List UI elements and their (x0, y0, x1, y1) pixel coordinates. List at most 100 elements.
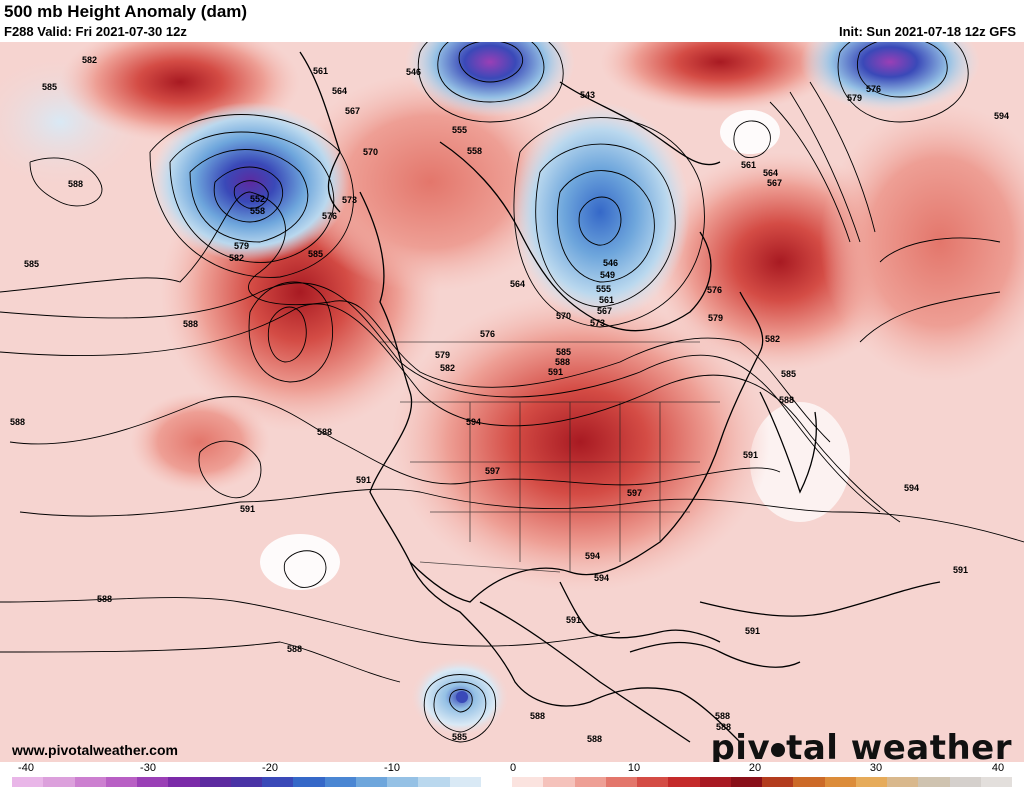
map-svg: 582 585 588 585 588 552 558 579 582 561 … (0, 42, 1024, 762)
colorbar-labels: -40 -30 -20 -10 0 10 20 30 40 (0, 762, 1024, 776)
colorbar-cell (137, 777, 169, 787)
contour-label: 597 (627, 488, 642, 498)
contour-label: 570 (363, 147, 378, 157)
colorbar-cell (699, 777, 731, 787)
contour-label: 558 (467, 146, 482, 156)
colorbar-cell (387, 777, 419, 787)
contour-label: 561 (741, 160, 756, 170)
contour-label: 546 (603, 258, 618, 268)
contour-label: 558 (250, 206, 265, 216)
header: 500 mb Height Anomaly (dam) F288 Valid: … (0, 0, 1024, 42)
contour-label: 573 (590, 318, 605, 328)
anomaly-ridge-central-us (390, 292, 770, 592)
contour-label: 594 (594, 573, 609, 583)
contour-label: 549 (600, 270, 615, 280)
contour-label: 582 (229, 253, 244, 263)
contour-label: 567 (345, 106, 360, 116)
colorbar-cell (543, 777, 575, 787)
contour-label: 588 (715, 711, 730, 721)
contour-label: 567 (767, 178, 782, 188)
anomaly-ridge-north-atlantic (600, 42, 840, 112)
colorbar-tick-label: 30 (869, 762, 883, 774)
contour-label: 594 (994, 111, 1009, 121)
contour-label: 585 (556, 347, 571, 357)
contour-label: 585 (308, 249, 323, 259)
colorbar-cell (74, 777, 106, 787)
contour-label: 582 (440, 363, 455, 373)
colorbar-tick-label: -10 (384, 762, 400, 774)
contour-label: 588 (779, 395, 794, 405)
contour-label: 552 (250, 194, 265, 204)
anomaly-trough-arctic (405, 42, 575, 117)
colorbar-tick-label: 20 (748, 762, 762, 774)
colorbar-tick-label: 0 (509, 762, 517, 774)
contour-label: 588 (97, 594, 112, 604)
borders (380, 341, 720, 573)
brand-dot-icon (771, 743, 786, 757)
contour-label: 588 (68, 179, 83, 189)
contour-label: 576 (322, 211, 337, 221)
contour-label: 576 (866, 84, 881, 94)
coastlines (299, 51, 941, 743)
contour-label: 570 (556, 311, 571, 321)
colorbar-cell (512, 777, 544, 787)
brand-text-right: tal weather (786, 728, 1012, 762)
contour-label: 543 (580, 90, 595, 100)
anomaly-white-atlantic (750, 402, 850, 522)
colorbar-cell (918, 777, 950, 787)
colorbar: -40 -30 -20 -10 0 10 20 30 40 (0, 762, 1024, 791)
contour-label: 576 (480, 329, 495, 339)
contour-label: 579 (708, 313, 723, 323)
contour-label: 585 (781, 369, 796, 379)
contour-label: 564 (763, 168, 778, 178)
colorbar-tick-label: -40 (18, 762, 34, 774)
colorbar-cell (449, 777, 481, 787)
anomaly-pacific-pink (130, 392, 270, 492)
brand-logo: piv tal weather (710, 728, 1012, 762)
contour-label: 594 (904, 483, 919, 493)
colorbar-cell (887, 777, 919, 787)
contour-label: 561 (313, 66, 328, 76)
colorbar-tick-label: -20 (262, 762, 278, 774)
contour-label: 591 (745, 626, 760, 636)
brand-text-left: piv (710, 728, 771, 762)
anomaly-white-greenland (720, 110, 780, 154)
website-url: www.pivotalweather.com (12, 742, 178, 758)
contour-label: 591 (743, 450, 758, 460)
anomaly-trough-pacific (150, 102, 350, 262)
contour-label: 594 (585, 551, 600, 561)
contour-label: 585 (452, 732, 467, 742)
colorbar-cell (668, 777, 700, 787)
valid-time: F288 Valid: Fri 2021-07-30 12z (4, 24, 187, 39)
colorbar-cell (324, 777, 356, 787)
colorbar-cell (418, 777, 450, 787)
contour-label: 579 (234, 241, 249, 251)
contour-label: 561 (599, 295, 614, 305)
contour-label: 588 (587, 734, 602, 744)
contour-label: 588 (555, 357, 570, 367)
contour-label: 588 (10, 417, 25, 427)
colorbar-cell (480, 777, 512, 787)
contour-label: 585 (24, 259, 39, 269)
colorbar-cell (855, 777, 887, 787)
colorbar-tick-label: -30 (140, 762, 156, 774)
height-contours (0, 42, 1024, 743)
contour-label: 585 (42, 82, 57, 92)
contour-label: 573 (342, 195, 357, 205)
contour-label: 588 (530, 711, 545, 721)
hurricane-center (456, 691, 468, 703)
contour-label: 591 (240, 504, 255, 514)
colorbar-cell (762, 777, 794, 787)
contour-label: 591 (548, 367, 563, 377)
contour-label: 594 (466, 417, 481, 427)
contour-label: 582 (82, 55, 97, 65)
contour-label: 564 (332, 86, 347, 96)
colorbar-cell (12, 777, 44, 787)
contour-label: 588 (287, 644, 302, 654)
contour-label: 591 (566, 615, 581, 625)
map-title: 500 mb Height Anomaly (dam) (4, 2, 248, 21)
contour-label: 555 (452, 125, 467, 135)
anomaly-ridge-canada (290, 72, 570, 292)
colorbar-cell (824, 777, 856, 787)
contour-label: 582 (765, 334, 780, 344)
